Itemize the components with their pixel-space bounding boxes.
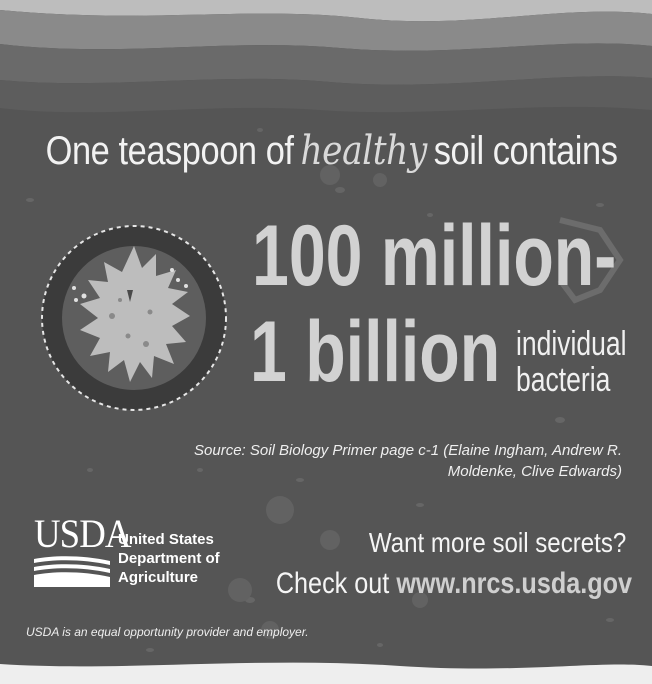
bacterium-icon <box>80 246 190 382</box>
usda-logo-text: USDA <box>34 511 131 556</box>
headline-before: One teaspoon of <box>45 129 294 173</box>
cta-line: Check out www.nrcs.usda.gov <box>276 566 632 602</box>
headline-emphasis: healthy <box>300 128 427 174</box>
usda-agency-name: United States Department of Agriculture <box>118 530 220 587</box>
headline-after: soil contains <box>433 129 618 173</box>
stat-unit-line-1: individual <box>516 325 627 363</box>
agency-line-1: United States <box>118 531 214 548</box>
cta-question: Want more soil secrets? <box>368 527 626 558</box>
agency-line-3: Agriculture <box>118 569 199 586</box>
headline: One teaspoon of healthy soil contains <box>45 128 618 174</box>
footer-disclaimer: USDA is an equal opportunity provider an… <box>26 625 309 639</box>
usda-logo-icon <box>34 556 110 587</box>
source-line-2: Moldenke, Clive Edwards) <box>447 463 622 480</box>
stat-unit-line-2: bacteria <box>516 361 611 399</box>
stat-line-1: 100 million- <box>252 208 617 304</box>
agency-line-2: Department of <box>118 550 220 567</box>
stat-unit: individual bacteria <box>516 326 627 398</box>
cta-prefix: Check out <box>275 567 390 600</box>
stat-line-2: 1 billion <box>250 304 501 400</box>
source-citation: Source: Soil Biology Primer page c-1 (El… <box>182 440 622 482</box>
bacterium-illustration <box>41 225 227 411</box>
cta-url-link[interactable]: www.nrcs.usda.gov <box>396 567 632 600</box>
source-line-1: Source: Soil Biology Primer page c-1 (El… <box>194 442 622 459</box>
